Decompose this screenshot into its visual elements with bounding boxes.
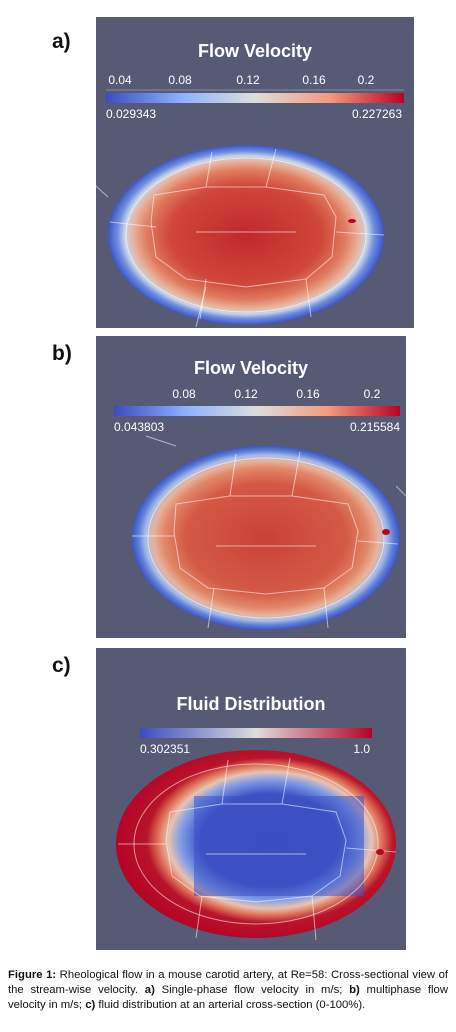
panel-a-label: a) xyxy=(52,30,71,53)
panel-b-graphic xyxy=(114,406,406,630)
caption-a-label: a) xyxy=(144,984,155,996)
tick-label: 0.2 xyxy=(363,387,381,401)
tick-label: 0.16 xyxy=(296,387,320,401)
tick-label: 0.04 xyxy=(108,73,132,87)
caption-c-text: fluid distribution at an arterial cross-… xyxy=(95,999,366,1011)
panel-a-title: Flow Velocity xyxy=(197,41,313,61)
panel-c-graphic xyxy=(116,728,397,941)
caption-figure-label: Figure 1: xyxy=(8,969,57,981)
range-max-c: 1.0 xyxy=(353,742,370,756)
tick-label: 0.12 xyxy=(236,73,260,87)
colorbar-c xyxy=(140,728,372,738)
tick-label: 0.08 xyxy=(168,73,192,87)
range-min-a: 0.029343 xyxy=(106,107,157,121)
caption-a-text: Single-phase flow velocity in m/s; xyxy=(154,984,350,996)
caption-b-label: b) xyxy=(349,984,360,996)
figure-caption: Figure 1: Rheological flow in a mouse ca… xyxy=(8,968,448,1013)
range-max-a: 0.227263 xyxy=(351,107,402,121)
caption-b-text: multiphase flow velocity in m/s; xyxy=(8,984,448,1011)
panel-b-title: Flow Velocity xyxy=(193,358,309,378)
range-min-b: 0.043803 xyxy=(114,420,165,434)
tick-label: 0.2 xyxy=(357,73,375,87)
caption-c-label: c) xyxy=(85,999,96,1011)
colorbar-b xyxy=(114,406,400,416)
panel-c-figure: Fluid Distribution 0.302351 1.0 xyxy=(96,648,406,950)
panel-a-figure: Flow Velocity 0.04 0.08 0.12 0.16 0.2 0.… xyxy=(96,17,414,328)
panel-c-label: c) xyxy=(52,654,71,677)
tick-label: 0.16 xyxy=(302,73,326,87)
caption-text: Rheological flow in a mouse carotid arte… xyxy=(8,969,449,996)
range-max-b: 0.215584 xyxy=(349,420,400,434)
colorbar-a xyxy=(106,93,404,103)
range-min-c: 0.302351 xyxy=(140,742,191,756)
cross-section-b xyxy=(132,446,400,630)
cross-section-a xyxy=(108,145,384,325)
panel-c-title: Fluid Distribution xyxy=(176,694,326,714)
panel-a-graphic xyxy=(96,89,404,328)
panel-b-label: b) xyxy=(52,342,72,365)
panel-b-figure: Flow Velocity 0.08 0.12 0.16 0.2 0.04380… xyxy=(96,336,406,638)
tick-label: 0.12 xyxy=(234,387,258,401)
tick-label: 0.08 xyxy=(172,387,196,401)
